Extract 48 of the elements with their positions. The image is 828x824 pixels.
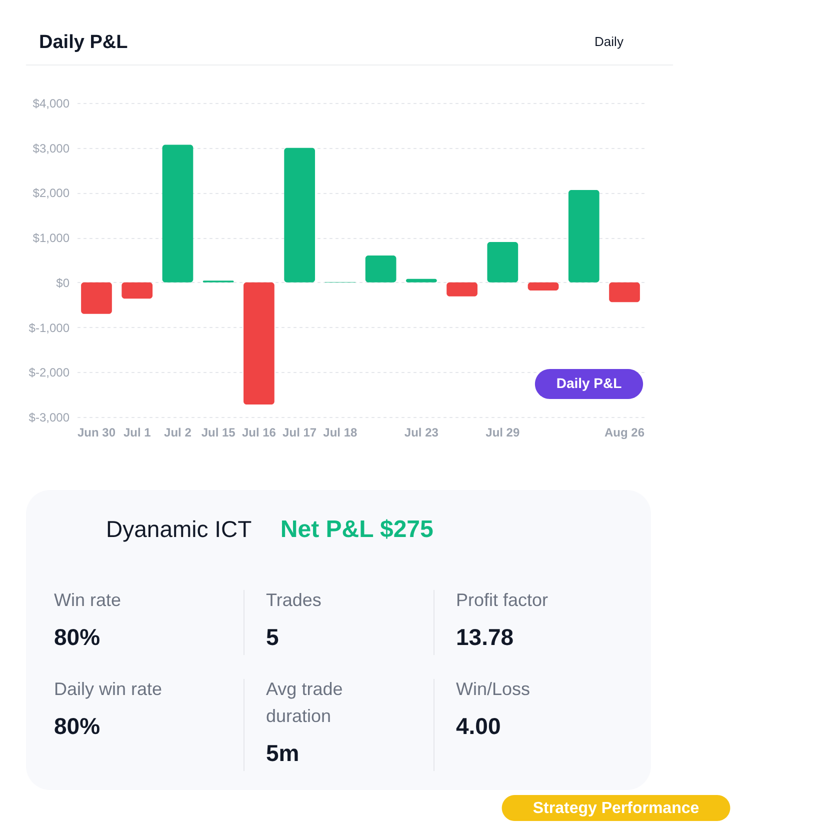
text: Win/Loss: [456, 679, 530, 699]
bar: [406, 278, 437, 282]
text: 80%: [54, 713, 100, 739]
text: Strategy Performance: [532, 800, 700, 817]
bar: [244, 282, 274, 404]
text: Trades: [266, 590, 322, 610]
x-tick-label: Jul 17: [282, 426, 317, 440]
bar: [528, 282, 559, 291]
text: Daily: [594, 34, 624, 49]
annotation: Daily P&L: [556, 375, 622, 391]
bar: [284, 148, 316, 282]
y-tick-label: $0: [56, 276, 70, 290]
x-tick-label: Jul 29: [486, 426, 520, 440]
x-tick-label: Jul 1: [123, 426, 152, 440]
x-tick-label: Jul 23: [404, 426, 439, 440]
bar: [487, 242, 518, 282]
x-tick-label: Jul 16: [242, 426, 276, 440]
text: 4.00: [456, 713, 501, 739]
chart-title: Daily P&L: [39, 32, 128, 53]
y-tick-label: $-3,000: [28, 410, 70, 424]
bar: [162, 144, 194, 282]
text: 13.78: [456, 624, 514, 650]
x-tick-label: Jul 18: [323, 426, 358, 440]
bar: [609, 282, 640, 302]
text: Dyanamic ICT: [106, 516, 252, 542]
text: Profit factor: [456, 590, 548, 610]
y-tick-label: $3,000: [32, 141, 70, 156]
bar: [446, 282, 478, 296]
y-tick-label: $4,000: [32, 96, 70, 110]
y-tick-label: $-2,000: [28, 366, 70, 380]
text: Avg trade duration: [266, 679, 343, 726]
text: Win rate: [54, 590, 122, 610]
x-tick-label: Jul 2: [164, 426, 192, 440]
bar: [122, 282, 153, 299]
bar: [365, 256, 396, 282]
x-tick-label: Jul 15: [201, 426, 236, 440]
text: 5: [266, 624, 279, 650]
x-tick-label: Aug 26: [604, 426, 645, 440]
bar: [568, 190, 600, 282]
y-tick-label: $1,000: [32, 231, 70, 246]
y-tick-label: $-1,000: [28, 320, 70, 335]
text: 80%: [54, 624, 100, 650]
text: Net P&L $275: [280, 516, 434, 543]
x-tick-label: Jun 30: [77, 426, 116, 440]
bar: [81, 282, 112, 314]
y-tick-label: $2,000: [32, 186, 70, 200]
text: 5m: [266, 740, 300, 766]
text: Daily win rate: [54, 679, 162, 699]
